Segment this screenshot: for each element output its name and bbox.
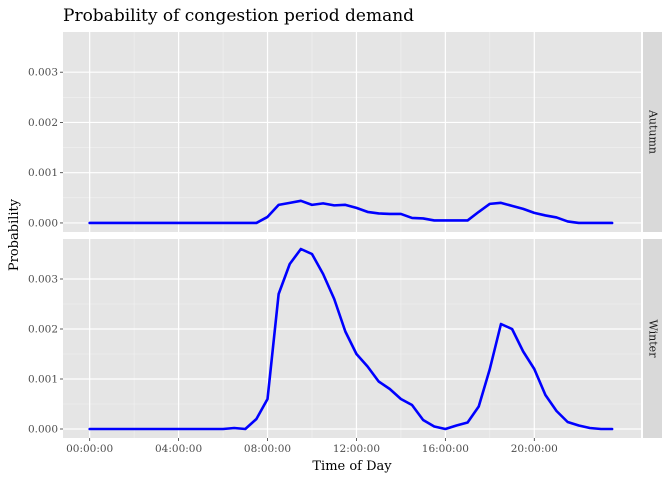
facet-strip [643,32,662,232]
x-tick-label: 20:00:00 [511,443,558,455]
panel-background [63,239,641,438]
chart-title: Probability of congestion period demand [63,6,414,26]
y-tick-label: 0.001 [28,374,58,386]
x-tick-label: 00:00:00 [66,443,113,455]
panel-background [63,32,641,232]
y-tick-label: 0.000 [28,217,58,229]
y-tick-label: 0.001 [28,167,58,179]
y-tick-label: 0.003 [28,67,58,79]
x-tick-label: 12:00:00 [333,443,380,455]
y-tick-label: 0.003 [28,274,58,286]
x-tick-label: 08:00:00 [244,443,291,455]
series-line-winter [88,247,614,431]
facet-strip-label: Winter [647,320,660,359]
facet-panel-autumn: 0.000 0.001 0.002 0.003 Autumn [28,32,662,232]
y-tick-label: 0.000 [28,424,58,436]
facet-panel-winter: 0.000 0.001 0.002 0.003 Winter [28,239,662,438]
y-tick-label: 0.002 [28,117,58,129]
x-tick-label: 04:00:00 [155,443,202,455]
x-axis-title: Time of Day [312,459,392,474]
facet-strip [643,239,662,438]
series-line-autumn [88,199,614,225]
y-tick-label: 0.002 [28,324,58,336]
x-tick-label: 16:00:00 [422,443,469,455]
y-axis-title: Probability [7,198,22,271]
facet-strip-label: Autumn [647,109,660,154]
